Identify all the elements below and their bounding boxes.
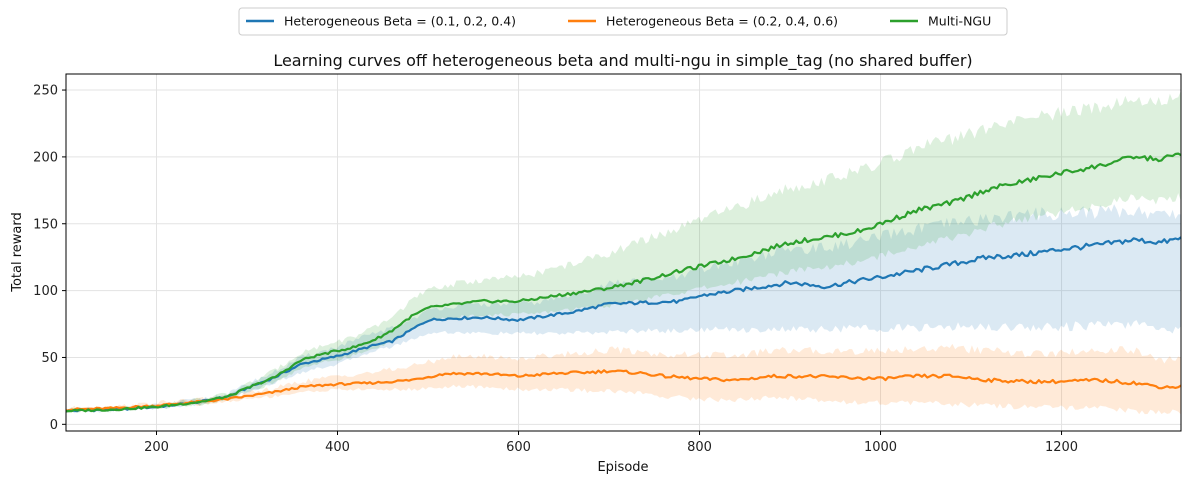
x-tick-label: 800: [687, 440, 712, 455]
grid-layer: [66, 74, 1181, 431]
y-tick-label: 250: [33, 84, 58, 99]
x-tick-label: 600: [506, 440, 531, 455]
band-ngu: [66, 90, 1181, 413]
y-tick-label: 100: [33, 284, 58, 299]
x-tick-label: 200: [144, 440, 169, 455]
tick-layer: 200 400 600 800 1000 1200 0 50 100 150 200 250: [33, 84, 1078, 455]
y-tick-label: 50: [41, 351, 58, 366]
band-hb1: [66, 204, 1181, 414]
x-tick-label: 1000: [864, 440, 897, 455]
y-tick-label: 200: [33, 150, 58, 165]
y-tick-label: 0: [50, 418, 58, 433]
line-ngu: [65, 152, 1182, 413]
legend-frame: [238, 7, 1008, 36]
x-axis-label: Episode: [597, 460, 648, 475]
band-hb2: [66, 343, 1181, 415]
legend-label-hb1: Heterogeneous Beta = (0.1, 0.2, 0.4): [284, 14, 516, 29]
chart-title: Learning curves off heterogeneous beta a…: [273, 51, 972, 71]
line-layer: [65, 152, 1182, 413]
legend-label-hb2: Heterogeneous Beta = (0.2, 0.4, 0.6): [606, 14, 838, 29]
y-axis-label: Total reward: [10, 212, 25, 293]
legend: Heterogeneous Beta = (0.1, 0.2, 0.4) Het…: [238, 7, 1008, 36]
x-tick-label: 400: [325, 440, 350, 455]
legend-label-ngu: Multi-NGU: [928, 14, 991, 29]
x-tick-label: 1200: [1045, 440, 1078, 455]
band-layer: [66, 90, 1181, 415]
line-hb2: [65, 369, 1182, 412]
y-tick-label: 150: [33, 217, 58, 232]
plot-frame: [65, 73, 1182, 432]
